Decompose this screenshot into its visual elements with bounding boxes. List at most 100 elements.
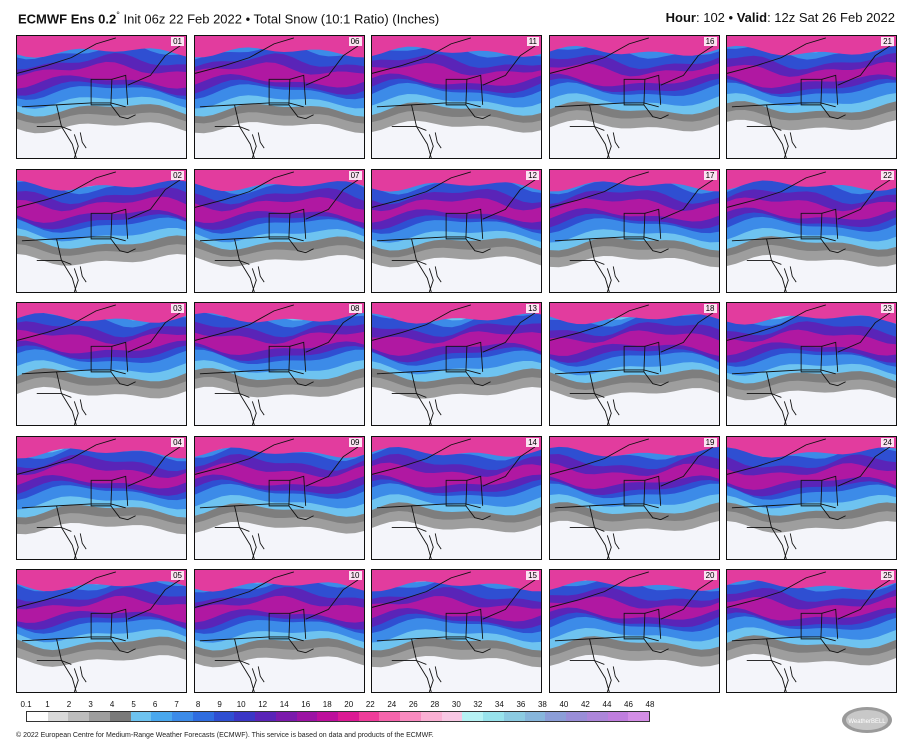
legend-swatch	[483, 712, 504, 721]
legend-swatch	[89, 712, 110, 721]
legend-tick: 16	[301, 700, 311, 709]
member-number: 20	[703, 571, 717, 580]
legend-swatch	[151, 712, 173, 721]
member-number: 24	[881, 437, 894, 447]
legend-tick: 0.1	[20, 700, 32, 709]
ensemble-panel: 06	[193, 35, 365, 159]
legend-tick: 6	[152, 700, 158, 709]
legend-tick: 12	[258, 700, 268, 709]
ensemble-panel: 25	[726, 569, 897, 693]
ensemble-panel: 22	[726, 168, 897, 293]
member-number: 16	[703, 37, 717, 46]
snow-map	[549, 570, 719, 692]
snow-map	[549, 36, 719, 158]
member-number: 25	[881, 571, 894, 580]
member-number: 15	[526, 571, 539, 580]
legend-tick: 9	[217, 700, 222, 709]
member-number: 10	[348, 571, 362, 580]
logo-text: WeatherBELL	[848, 719, 886, 725]
legend-swatch	[503, 712, 525, 721]
legend-tick: 40	[559, 700, 569, 709]
legend-tick: 32	[473, 700, 483, 709]
ensemble-panel: 21	[726, 35, 897, 159]
legend-swatch	[234, 712, 256, 721]
member-number: 13	[526, 304, 539, 313]
legend-swatch	[213, 712, 235, 721]
snow-map	[727, 303, 896, 425]
legend-swatch	[628, 712, 650, 721]
legend-swatch	[172, 712, 193, 721]
legend-swatch	[109, 712, 131, 721]
ensemble-panel: 09	[193, 435, 365, 560]
ensemble-panel: 03	[16, 302, 187, 426]
member-number: 22	[881, 170, 894, 180]
legend-swatch	[275, 712, 297, 721]
legend-tick: 8	[195, 700, 201, 709]
legend-swatch	[400, 712, 421, 721]
hour-value: : 102 •	[696, 10, 737, 25]
legend-swatch	[68, 712, 90, 721]
weatherbell-logo: WeatherBELL	[840, 703, 895, 735]
map-subtitle: Init 06z 22 Feb 2022 • Total Snow (10:1 …	[119, 11, 440, 27]
legend-tick: 1	[45, 700, 50, 709]
legend-tick: 44	[602, 700, 612, 709]
snow-map	[372, 436, 541, 559]
legend-tick: 22	[365, 700, 375, 709]
legend-tick: 18	[322, 700, 332, 709]
legend-swatch	[358, 712, 380, 721]
valid-label: Valid	[736, 10, 768, 25]
legend-tick: 2	[66, 700, 72, 709]
legend-tick: 28	[430, 700, 440, 709]
ensemble-panel: 20	[548, 569, 720, 693]
ensemble-panel: 08	[193, 302, 365, 426]
snow-map	[549, 436, 719, 559]
member-number: 23	[881, 304, 894, 313]
legend-swatch	[255, 712, 276, 721]
copyright-footer: © 2022 European Centre for Medium-Range …	[16, 732, 434, 739]
member-number: 04	[171, 437, 184, 447]
valid-value: : 12z Sat 26 Feb 2022	[767, 10, 895, 25]
member-number: 02	[171, 170, 184, 180]
legend-tick: 42	[580, 700, 590, 709]
member-number: 09	[348, 437, 362, 447]
legend-swatch	[338, 712, 359, 721]
snow-map	[372, 303, 541, 425]
snow-map	[17, 169, 186, 292]
legend-tick: 4	[109, 700, 115, 709]
snow-map	[194, 570, 364, 692]
member-number: 07	[348, 170, 362, 180]
member-number: 08	[348, 304, 362, 313]
snow-map	[727, 169, 896, 292]
ensemble-panel: 19	[548, 435, 720, 560]
legend-swatch	[317, 712, 339, 721]
legend-tick: 46	[624, 700, 633, 709]
legend-tick: 48	[645, 700, 655, 709]
member-number: 03	[171, 304, 184, 313]
legend-tick: 26	[408, 700, 418, 709]
snow-map	[727, 36, 896, 158]
legend-swatch	[27, 712, 48, 721]
map-title: ECMWF Ens 0.2° Init 06z 22 Feb 2022 • To…	[18, 10, 439, 26]
member-number: 14	[526, 437, 539, 447]
degree-symbol: °	[116, 10, 120, 20]
legend-swatch	[420, 712, 442, 721]
legend-tick: 36	[516, 700, 526, 709]
snow-map	[194, 36, 364, 158]
ensemble-panel: 18	[548, 302, 720, 426]
legend-tick: 7	[174, 700, 179, 709]
member-number: 05	[171, 571, 184, 580]
legend-swatch	[47, 712, 69, 721]
legend-tick: 20	[344, 700, 354, 709]
legend-tick: 38	[537, 700, 547, 709]
member-number: 21	[881, 37, 894, 46]
legend-swatch	[296, 712, 318, 721]
ensemble-panel: 17	[548, 168, 720, 293]
member-number: 01	[171, 37, 184, 46]
snow-map	[549, 303, 719, 425]
snow-map	[17, 36, 186, 158]
legend-tick: 34	[494, 700, 504, 709]
legend-swatch	[130, 712, 152, 721]
ensemble-panel: 01	[16, 35, 187, 159]
snow-map	[372, 570, 541, 692]
legend-swatch	[586, 712, 608, 721]
